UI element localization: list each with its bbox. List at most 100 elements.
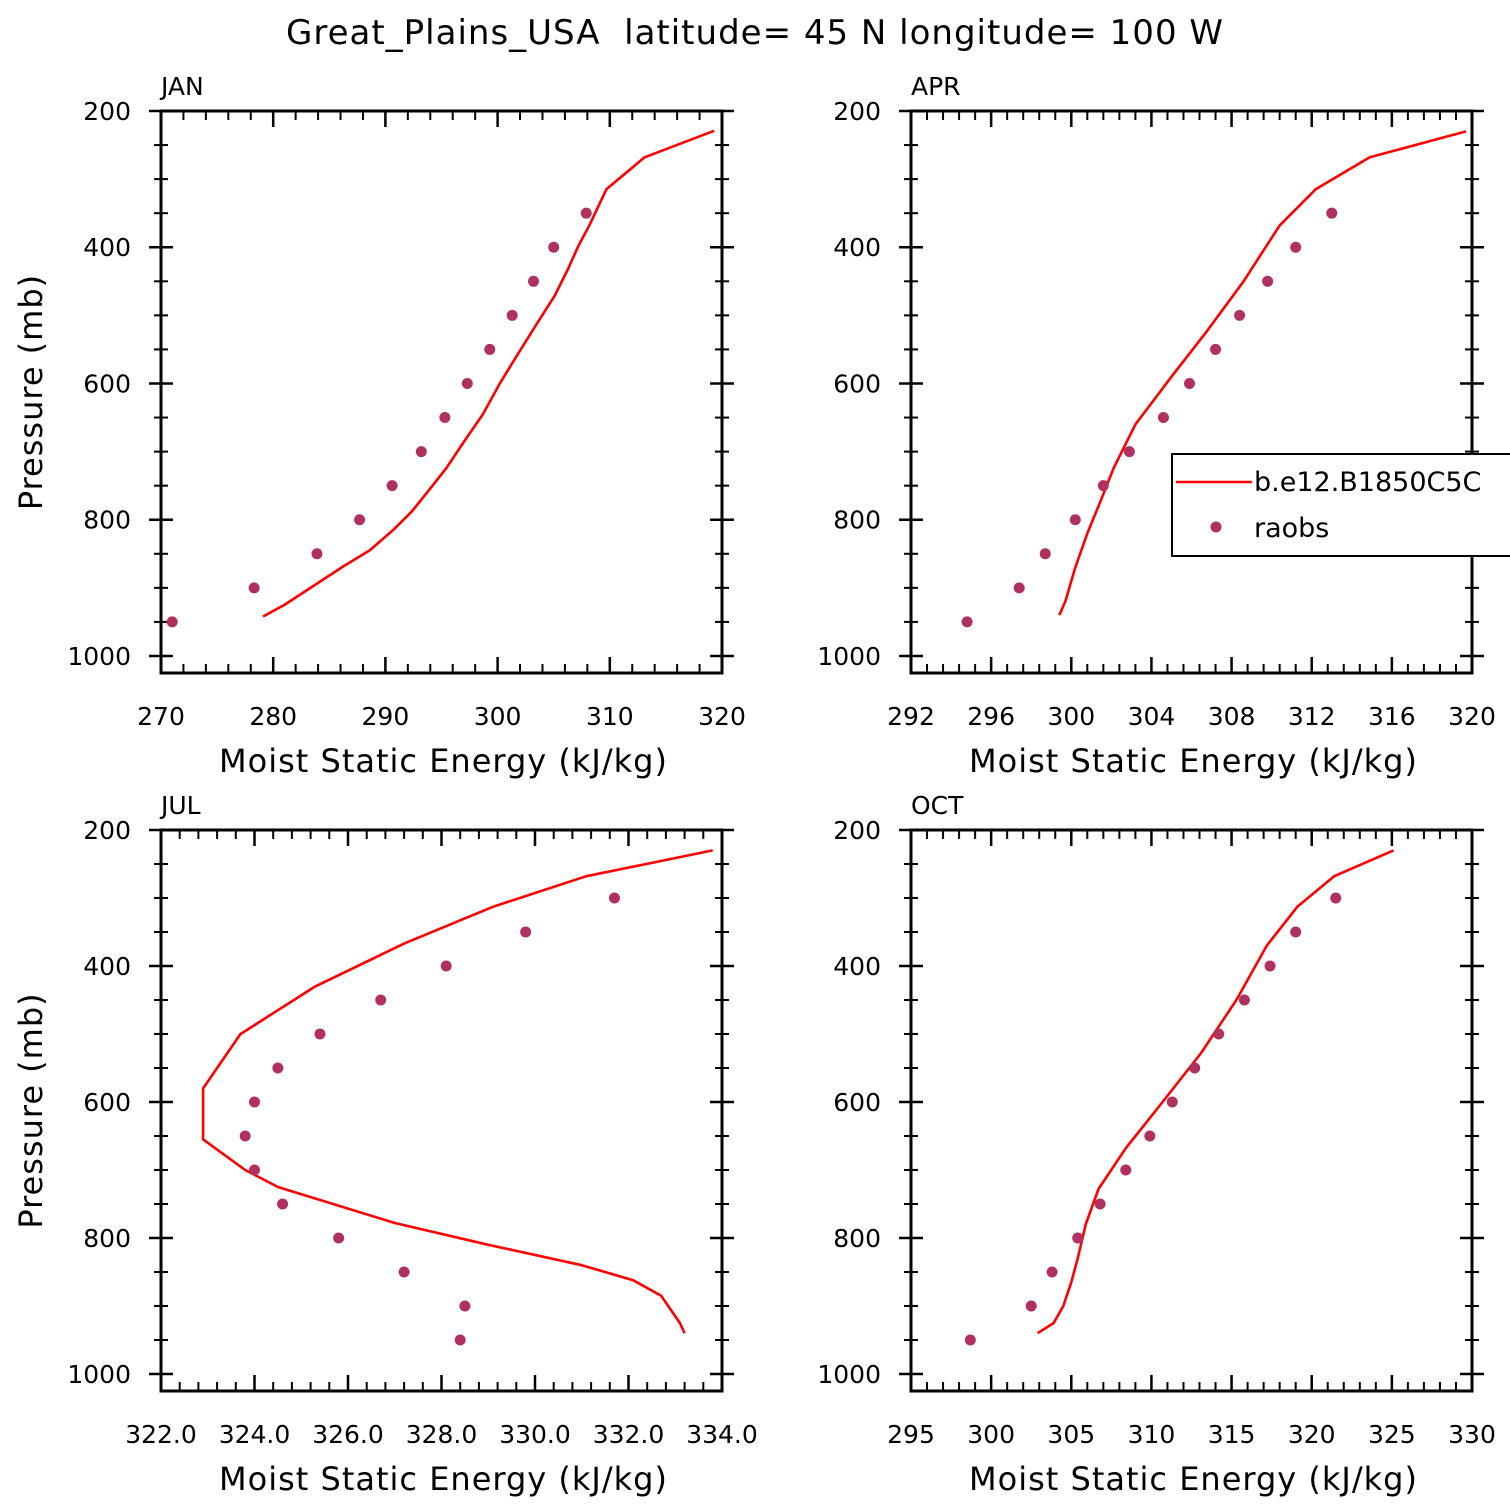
obs-point (1039, 548, 1051, 560)
y-tick-label: 1000 (67, 642, 131, 671)
obs-point (459, 1300, 471, 1312)
y-tick-label: 400 (833, 952, 881, 981)
obs-point (354, 514, 366, 526)
panel-title: JAN (159, 72, 204, 101)
obs-point (1046, 1266, 1058, 1278)
x-tick-label: 296 (967, 702, 1015, 731)
series-line-model (262, 129, 715, 618)
obs-point (484, 343, 496, 355)
legend-box (1171, 453, 1510, 557)
x-tick-label: 295 (887, 1420, 935, 1449)
obs-point (439, 412, 451, 424)
y-tick-label: 800 (83, 506, 131, 535)
x-tick-label: 320 (1288, 1420, 1336, 1449)
obs-point (1330, 892, 1342, 904)
y-tick-label: 800 (833, 1224, 881, 1253)
obs-point (1210, 343, 1222, 355)
series-line-model (1058, 130, 1467, 616)
obs-point (375, 994, 387, 1006)
obs-point (1189, 1062, 1201, 1074)
x-tick-label: 292 (887, 702, 935, 731)
y-tick-label: 200 (833, 816, 881, 845)
y-tick-label: 400 (833, 233, 881, 262)
obs-point (1326, 207, 1338, 219)
legend: b.e12.B1850C5C raobs (1171, 453, 1510, 557)
legend-label-model: b.e12.B1850C5C (1254, 467, 1481, 498)
series-line-model (201, 849, 713, 1334)
x-tick-label: 326.0 (312, 1420, 384, 1449)
obs-point (506, 309, 518, 321)
obs-point (520, 926, 532, 938)
x-tick-label: 316 (1368, 702, 1416, 731)
obs-point (239, 1130, 251, 1142)
obs-point (1264, 960, 1276, 972)
y-tick-label: 600 (833, 369, 881, 398)
obs-point (440, 960, 452, 972)
x-tick-label: 270 (137, 702, 185, 731)
x-tick-label: 304 (1128, 702, 1176, 731)
x-tick-label: 308 (1208, 702, 1256, 731)
y-tick-label: 600 (83, 1088, 131, 1117)
plot-frame (909, 828, 1474, 1393)
obs-point (314, 1028, 326, 1040)
y-axis-label: Pressure (mb) (12, 274, 50, 510)
x-tick-label: 312 (1288, 702, 1336, 731)
y-tick-label: 200 (83, 97, 131, 126)
obs-point (548, 241, 560, 253)
x-tick-label: 315 (1208, 1420, 1256, 1449)
figure-title: Great_Plains_USA latitude= 45 N longitud… (286, 13, 1224, 53)
obs-point (1262, 275, 1274, 287)
obs-point (166, 616, 178, 628)
x-tick-label: 300 (967, 1420, 1015, 1449)
x-tick-label: 325 (1368, 1420, 1416, 1449)
obs-point (277, 1198, 289, 1210)
legend-dot-swatch (1210, 521, 1222, 533)
y-tick-label: 400 (83, 952, 131, 981)
x-tick-label: 300 (1047, 702, 1095, 731)
y-tick-label: 1000 (817, 642, 881, 671)
plot-frame (159, 109, 724, 675)
obs-point (311, 548, 323, 560)
x-axis-label: Moist Static Energy (kJ/kg) (219, 1460, 668, 1498)
obs-point (461, 377, 473, 389)
x-axis-label: Moist Static Energy (kJ/kg) (969, 1460, 1418, 1498)
obs-point (961, 616, 973, 628)
x-tick-label: 332.0 (593, 1420, 665, 1449)
obs-point (608, 892, 620, 904)
panel-title: JUL (159, 791, 201, 820)
panel-jan: JAN 270 280 290 300 310 320 200 400 600 800 1000 Moi… (12, 72, 746, 780)
obs-point (1183, 377, 1195, 389)
obs-point (1290, 241, 1302, 253)
obs-point (1094, 1198, 1106, 1210)
obs-point (454, 1334, 466, 1346)
obs-point (1123, 446, 1135, 458)
obs-point (386, 480, 398, 492)
y-tick-label: 400 (83, 233, 131, 262)
obs-point (272, 1062, 284, 1074)
y-tick-label: 800 (83, 1224, 131, 1253)
x-tick-label: 330 (1448, 1420, 1496, 1449)
obs-point (1234, 309, 1246, 321)
x-tick-label: 290 (362, 702, 410, 731)
x-tick-label: 310 (1128, 1420, 1176, 1449)
obs-point (1290, 926, 1302, 938)
obs-point (1013, 582, 1025, 594)
panel-title: OCT (911, 791, 964, 820)
obs-point (580, 207, 592, 219)
obs-point (248, 582, 260, 594)
y-tick-label: 800 (833, 506, 881, 535)
x-tick-label: 300 (474, 702, 522, 731)
legend-label-obs: raobs (1254, 513, 1329, 544)
obs-point (1072, 1232, 1084, 1244)
panels: JAN 270 280 290 300 310 320 200 400 600 800 1000 Moi… (12, 72, 1496, 1498)
obs-point (249, 1096, 260, 1108)
y-tick-label: 600 (833, 1088, 881, 1117)
x-tick-label: 320 (1448, 702, 1496, 731)
x-tick-label: 305 (1047, 1420, 1095, 1449)
y-tick-label: 200 (833, 97, 881, 126)
x-tick-label: 322.0 (125, 1420, 197, 1449)
obs-point (528, 275, 540, 287)
x-tick-label: 320 (698, 702, 746, 731)
panel-apr: APR 292 296 300 304 308 312 316 320 200 400 600 800 1… (817, 72, 1495, 780)
obs-point (1097, 480, 1109, 492)
